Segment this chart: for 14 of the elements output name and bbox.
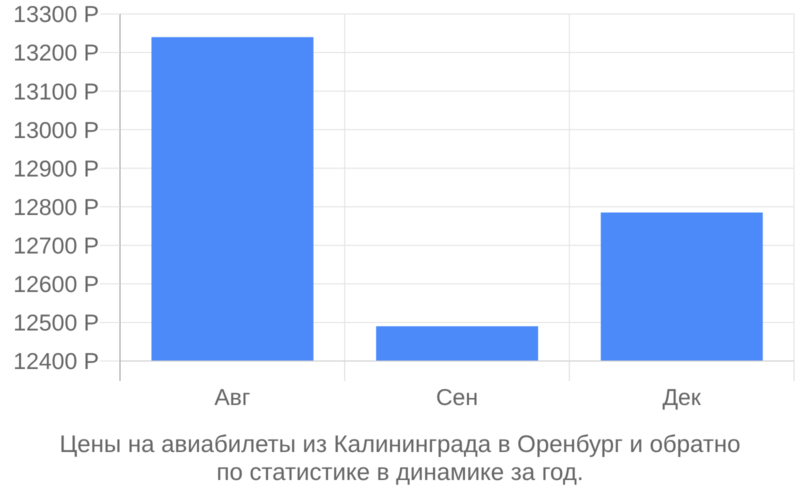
y-tick-label: 12400 Р — [13, 348, 99, 374]
text: Цены на авиабилеты из Калининграда в Оренбург и обратно по статистике в динамике за год. — [58, 431, 742, 487]
y-tick-label: 12900 Р — [13, 155, 99, 182]
y-tick-label: 12800 Р — [13, 194, 99, 220]
y-tick-label: 12600 Р — [13, 271, 99, 298]
y-tick-label: 12700 Р — [13, 232, 99, 258]
y-tick-label: 13100 Р — [13, 78, 99, 104]
x-tick-label: Сен — [436, 384, 478, 410]
x-tick-label: Дек — [662, 384, 702, 410]
x-tick-label: Авг — [214, 384, 250, 410]
y-tick-label: 12500 Р — [13, 310, 99, 336]
y-tick-label: 13200 Р — [13, 40, 99, 66]
y-tick-label: 13300 Р — [13, 1, 99, 28]
y-tick-label: 13000 Р — [13, 116, 99, 143]
